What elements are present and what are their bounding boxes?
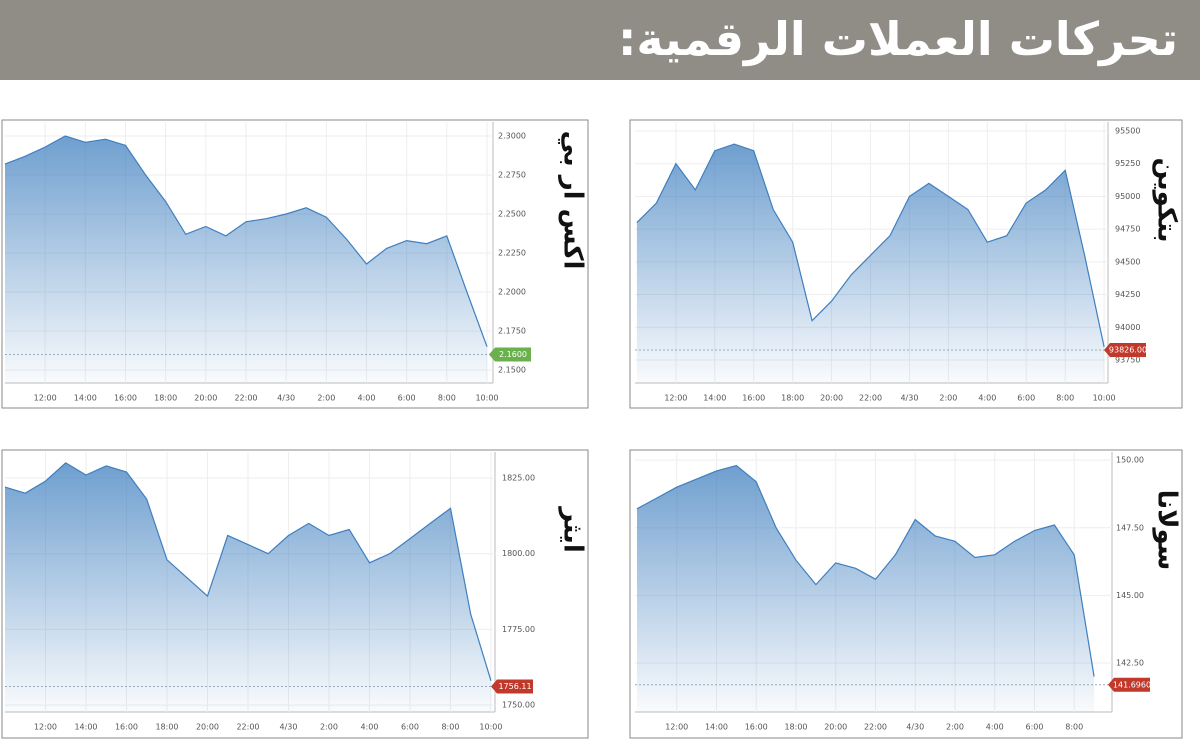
x-tick-label: 20:00 <box>196 723 219 732</box>
x-tick-label: 14:00 <box>74 394 97 403</box>
x-tick-label: 18:00 <box>781 394 804 403</box>
x-tick-label: 22:00 <box>236 723 259 732</box>
x-tick-label: 4/30 <box>277 394 295 403</box>
x-tick-label: 20:00 <box>194 394 217 403</box>
x-tick-label: 6:00 <box>1017 394 1035 403</box>
y-tick-label: 2.1750 <box>498 327 526 336</box>
x-tick-label: 4/30 <box>906 723 924 732</box>
chart-title: ايثر <box>558 505 588 552</box>
x-tick-label: 18:00 <box>154 394 177 403</box>
price-line <box>4 135 488 347</box>
x-tick-label: 22:00 <box>864 723 887 732</box>
x-tick-label: 12:00 <box>665 723 688 732</box>
last-value-label: 93826.00 <box>1109 346 1147 355</box>
x-tick-label: 4/30 <box>900 394 918 403</box>
y-tick-label: 2.2000 <box>498 288 526 297</box>
last-value-label: 2.1600 <box>499 350 527 359</box>
x-tick-label: 10:00 <box>1093 394 1116 403</box>
last-value-label: 1756.11 <box>498 682 531 691</box>
x-tick-label: 8:00 <box>1056 394 1074 403</box>
x-tick-label: 10:00 <box>479 723 502 732</box>
x-tick-label: 8:00 <box>1065 723 1083 732</box>
x-tick-label: 14:00 <box>703 394 726 403</box>
x-tick-label: 20:00 <box>824 723 847 732</box>
x-tick-label: 16:00 <box>745 723 768 732</box>
y-tick-label: 1825.00 <box>502 474 535 483</box>
y-tick-label: 145.00 <box>1116 591 1144 600</box>
y-tick-label: 2.2250 <box>498 249 526 258</box>
x-tick-label: 8:00 <box>441 723 459 732</box>
y-tick-label: 1775.00 <box>502 625 535 634</box>
y-tick-label: 1800.00 <box>502 549 535 558</box>
x-tick-label: 4:00 <box>360 723 378 732</box>
x-tick-label: 8:00 <box>438 394 456 403</box>
x-tick-label: 6:00 <box>1026 723 1044 732</box>
last-value-tag <box>1104 343 1146 358</box>
y-tick-label: 95500 <box>1115 127 1140 136</box>
x-tick-label: 18:00 <box>155 723 178 732</box>
chart-title: بتكوين <box>1152 158 1182 243</box>
x-tick-label: 6:00 <box>398 394 416 403</box>
x-tick-label: 14:00 <box>74 723 97 732</box>
last-value-tag <box>491 679 533 694</box>
chart-title: سولانا <box>1152 490 1182 571</box>
x-tick-label: 14:00 <box>705 723 728 732</box>
y-tick-label: 94500 <box>1115 257 1140 266</box>
area <box>5 462 491 712</box>
last-value-tag <box>1108 677 1150 692</box>
price-line <box>636 143 1105 348</box>
x-tick-label: 2:00 <box>939 394 957 403</box>
x-tick-label: 12:00 <box>34 723 57 732</box>
x-tick-label: 4:00 <box>986 723 1004 732</box>
x-tick-label: 4:00 <box>357 394 375 403</box>
x-tick-label: 12:00 <box>664 394 687 403</box>
x-tick-label: 2:00 <box>946 723 964 732</box>
y-tick-label: 150.00 <box>1116 456 1144 465</box>
x-tick-label: 4:00 <box>978 394 996 403</box>
y-tick-label: 95250 <box>1115 159 1140 168</box>
price-line <box>4 462 492 681</box>
x-tick-label: 2:00 <box>317 394 335 403</box>
x-tick-label: 10:00 <box>475 394 498 403</box>
y-tick-label: 2.2750 <box>498 171 526 180</box>
y-tick-label: 1750.00 <box>502 701 535 710</box>
y-tick-label: 2.1500 <box>498 366 526 375</box>
y-tick-label: 94000 <box>1115 323 1140 332</box>
last-value-tag <box>489 347 531 362</box>
y-tick-label: 2.3000 <box>498 132 526 141</box>
area <box>636 144 1105 383</box>
y-tick-label: 94250 <box>1115 290 1140 299</box>
x-tick-label: 18:00 <box>784 723 807 732</box>
x-tick-label: 4/30 <box>279 723 297 732</box>
x-tick-label: 22:00 <box>234 394 257 403</box>
y-tick-label: 147.50 <box>1116 523 1144 532</box>
x-tick-label: 2:00 <box>320 723 338 732</box>
x-tick-label: 22:00 <box>859 394 882 403</box>
y-tick-label: 94750 <box>1115 225 1140 234</box>
area <box>5 136 487 383</box>
y-tick-label: 142.50 <box>1116 659 1144 668</box>
x-tick-label: 6:00 <box>401 723 419 732</box>
y-tick-label: 95000 <box>1115 192 1140 201</box>
last-value-label: 141.6960 <box>1113 680 1151 689</box>
y-tick-label: 93750 <box>1115 355 1140 364</box>
x-tick-label: 16:00 <box>114 394 137 403</box>
banner: تحركات العملات الرقمية: <box>0 0 1200 80</box>
x-tick-label: 16:00 <box>115 723 138 732</box>
chart-title: اكس ار بي <box>558 131 588 270</box>
x-tick-label: 12:00 <box>34 394 57 403</box>
price-line <box>636 464 1095 677</box>
x-tick-label: 20:00 <box>820 394 843 403</box>
y-tick-label: 2.2500 <box>498 210 526 219</box>
area <box>637 465 1095 712</box>
x-tick-label: 16:00 <box>742 394 765 403</box>
banner-title: تحركات العملات الرقمية: <box>618 12 1178 66</box>
